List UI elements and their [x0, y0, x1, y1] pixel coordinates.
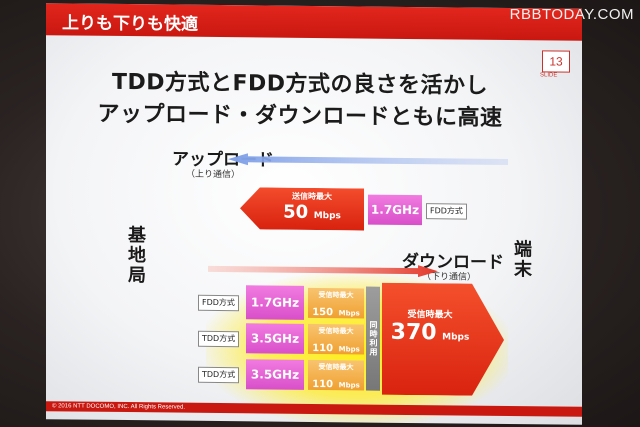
- upload-arrow: [228, 153, 508, 166]
- upload-speed-block: 送信時最大 50 Mbps: [260, 187, 364, 230]
- upload-band: 1.7GHz: [368, 194, 422, 226]
- upload-speed-arrow: [240, 187, 364, 231]
- upload-method-tag: FDD方式: [426, 203, 467, 220]
- aggregation-bar: 同時利用: [366, 286, 380, 391]
- download-band-3: 3.5GHz: [246, 359, 304, 390]
- download-speed-1: 受信時最大 150 Mbps: [308, 287, 364, 319]
- download-band-1: 1.7GHz: [246, 285, 304, 320]
- download-speed-value-2: 110: [312, 342, 334, 355]
- upload-max-label: 送信時最大: [292, 191, 332, 202]
- download-speed-unit-1: Mbps: [338, 309, 360, 318]
- download-max-label-3: 受信時最大: [318, 363, 354, 372]
- download-band-2: 3.5GHz: [246, 323, 304, 354]
- headline-line-2: アップロード・ダウンロードともに高速: [97, 101, 503, 131]
- download-total-label: 受信時最大: [407, 309, 453, 321]
- download-total-arrow: [382, 282, 504, 396]
- download-speed-unit-2: Mbps: [338, 345, 360, 354]
- base-station-label: 基地局: [128, 225, 146, 287]
- download-arrow: [208, 265, 438, 278]
- download-method-tag-3: TDD方式: [198, 366, 240, 384]
- header-bar: 上りも下りも快適: [46, 3, 582, 41]
- download-max-label-1: 受信時最大: [318, 291, 354, 300]
- download-speed-value-3: 110: [312, 378, 334, 391]
- slide-title: 上りも下りも快適: [62, 13, 198, 35]
- download-speed-2: 受信時最大 110 Mbps: [308, 323, 364, 355]
- download-total-unit: Mbps: [442, 332, 470, 343]
- download-method-tag-1: FDD方式: [198, 294, 239, 312]
- download-method-tag-2: TDD方式: [198, 330, 240, 348]
- download-speed-unit-3: Mbps: [338, 381, 360, 390]
- upload-speed-value: 50: [283, 201, 309, 223]
- download-speed-value-1: 150: [312, 306, 334, 319]
- presentation-slide: 上りも下りも快適 13 SLIDE TDD方式とFDD方式の良さを活かし アップ…: [46, 3, 582, 425]
- upload-subtitle: （上り通信）: [186, 169, 241, 181]
- site-watermark: RBBTODAY.COM: [509, 6, 634, 23]
- download-max-label-2: 受信時最大: [318, 327, 354, 336]
- download-total-block: 受信時最大 370 Mbps: [382, 307, 478, 378]
- upload-speed-unit: Mbps: [313, 210, 341, 222]
- download-speed-3: 受信時最大 110 Mbps: [308, 359, 364, 391]
- download-total-value: 370: [390, 319, 437, 346]
- terminal-label: 端末: [514, 239, 532, 281]
